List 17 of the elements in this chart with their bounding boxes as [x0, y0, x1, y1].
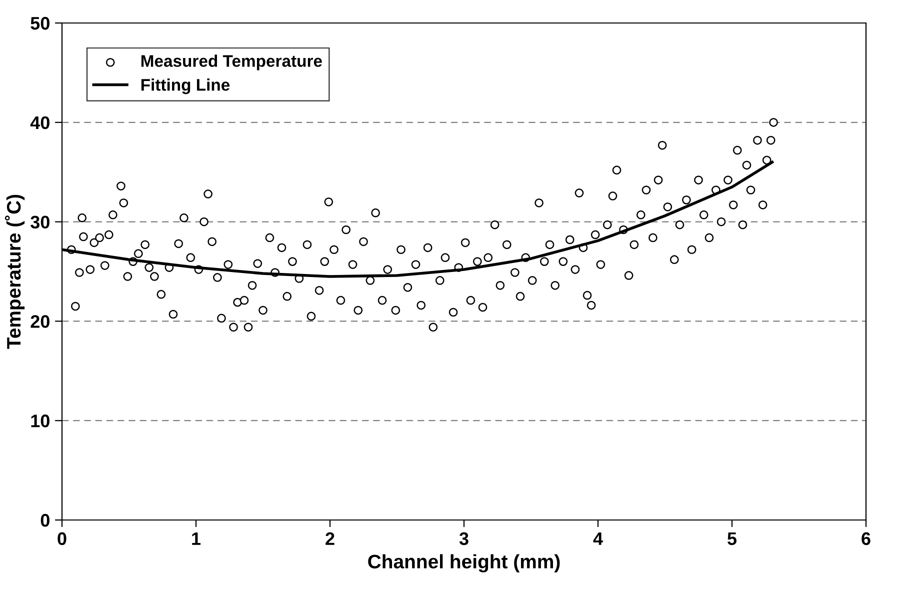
x-tick-label: 6: [862, 532, 870, 546]
y-tick-label: 40: [30, 116, 50, 130]
x-tick-label: 2: [326, 532, 334, 545]
x-tick-label: 3: [459, 532, 468, 546]
legend-label: Measured Temperature: [141, 54, 322, 70]
x-tick-label: 5: [728, 532, 737, 546]
y-axis-title: Temperature (˚C): [4, 194, 25, 349]
x-axis-title: Channel height (mm): [368, 554, 560, 572]
y-tick-label: 20: [30, 315, 50, 328]
y-tick-label: 30: [30, 216, 50, 229]
y-tick-label: 50: [30, 16, 50, 30]
x-tick-label: 0: [58, 532, 66, 546]
x-tick-label: 1: [192, 532, 201, 545]
y-tick-label: 10: [31, 414, 50, 428]
y-tick-label: 0: [40, 514, 50, 527]
x-tick-label: 4: [593, 532, 603, 545]
legend-label: Fitting Line: [141, 78, 230, 94]
